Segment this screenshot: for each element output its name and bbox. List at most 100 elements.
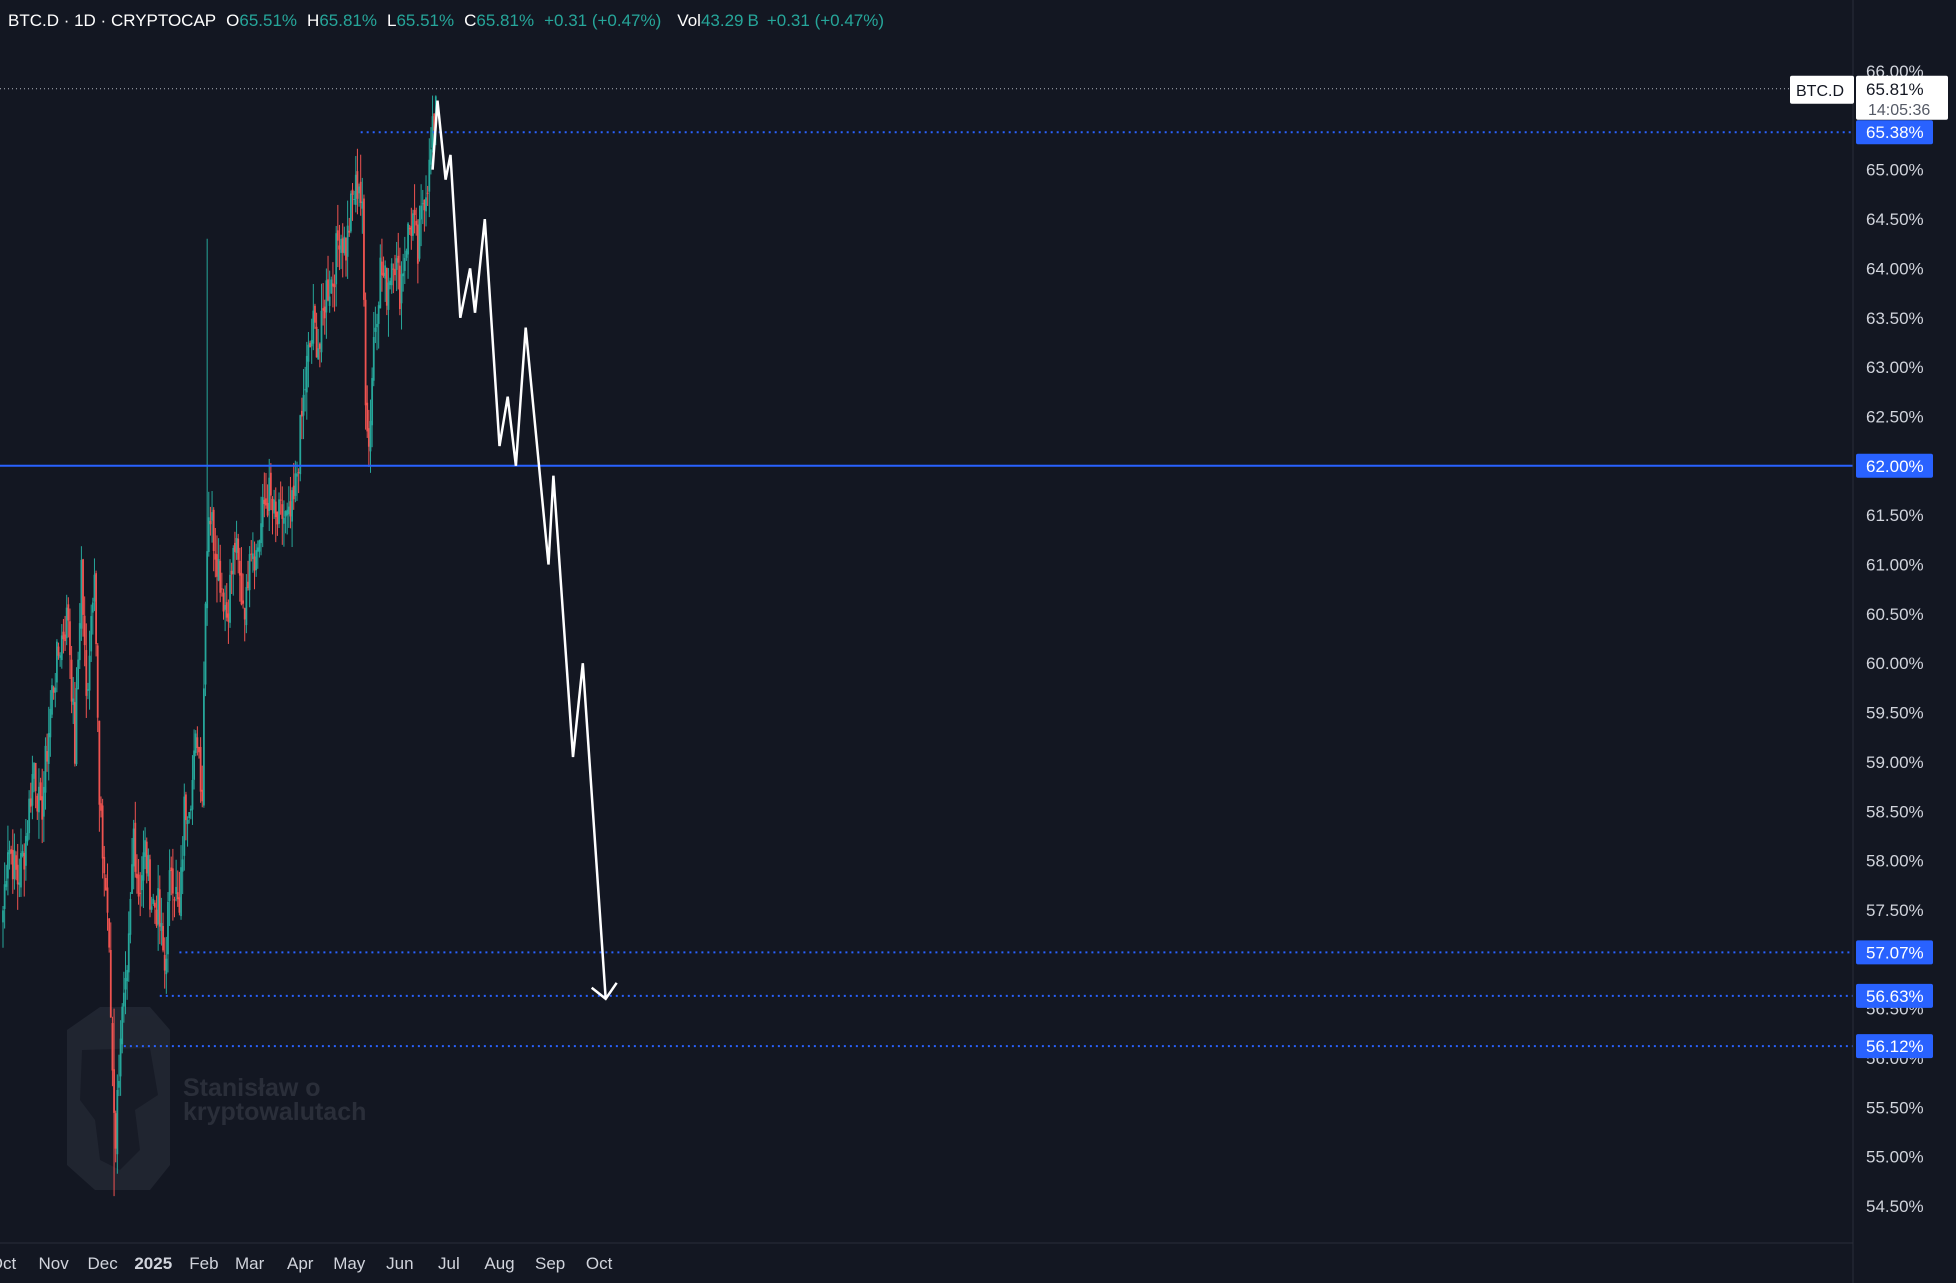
candle (173, 896, 176, 918)
candle (54, 672, 57, 708)
candle (230, 562, 233, 595)
candle (96, 642, 99, 733)
y-tick-label: 64.50% (1866, 210, 1924, 229)
level-price-label: 56.12% (1856, 1034, 1933, 1059)
candle (69, 608, 71, 679)
candle (52, 685, 55, 700)
candle (29, 782, 32, 813)
candle (129, 892, 132, 944)
candle (395, 241, 398, 292)
candle (353, 190, 356, 205)
candle (163, 937, 166, 989)
candle (126, 965, 129, 1000)
candle (402, 253, 405, 292)
candle (38, 768, 40, 839)
svg-text:56.12%: 56.12% (1866, 1037, 1924, 1056)
candle (144, 827, 146, 870)
candle (57, 642, 60, 660)
candle (403, 236, 406, 285)
candle (5, 864, 8, 891)
candle (299, 414, 302, 482)
candle (150, 896, 153, 913)
candle (330, 276, 333, 294)
candle (345, 237, 347, 277)
candle (47, 706, 50, 781)
candle (113, 1008, 115, 1197)
candle (425, 175, 427, 227)
candle (415, 207, 418, 236)
candle (247, 560, 249, 591)
candle (225, 583, 228, 622)
x-tick-label: May (333, 1254, 366, 1273)
candle (376, 313, 378, 351)
candle (271, 496, 274, 535)
close-value: 65.81% (476, 11, 535, 30)
candle (23, 843, 26, 897)
svg-text:56.63%: 56.63% (1866, 987, 1924, 1006)
x-tick-label: Mar (235, 1254, 265, 1273)
candle (327, 255, 329, 302)
candle (70, 645, 73, 714)
candle (51, 678, 53, 719)
candle (314, 303, 316, 329)
candle (201, 765, 204, 808)
candle (245, 574, 248, 634)
candle (351, 183, 354, 221)
candle (431, 95, 434, 153)
candle (265, 473, 267, 509)
candle (15, 851, 17, 881)
svg-text:62.00%: 62.00% (1866, 457, 1924, 476)
y-tick-label: 59.50% (1866, 704, 1924, 723)
low-label: L (387, 11, 397, 30)
symbol-title[interactable]: BTC.D · 1D · CRYPTOCAP (8, 11, 217, 30)
candle (87, 682, 89, 700)
volume-change: +0.31 (+0.47%) (766, 11, 885, 30)
candle (250, 540, 253, 562)
candle (253, 541, 256, 590)
candle (95, 570, 97, 657)
x-tick-label: Apr (287, 1254, 314, 1273)
candle (191, 755, 194, 825)
chart-legend: BTC.D · 1D · CRYPTOCAP O 65.51% H 65.81% L… (8, 9, 884, 33)
candle (186, 816, 189, 847)
y-tick-label: 65.00% (1866, 161, 1924, 180)
candle (426, 185, 429, 206)
candle (6, 825, 9, 896)
y-tick-label: 58.00% (1866, 852, 1924, 871)
candle (73, 681, 76, 767)
candle (292, 462, 295, 510)
candle (364, 292, 367, 430)
candle (336, 204, 339, 268)
candle (390, 258, 393, 294)
candle (64, 615, 66, 651)
candle (310, 318, 313, 364)
candle (49, 690, 52, 757)
candle (111, 1016, 114, 1087)
candle (297, 468, 300, 494)
x-tick-label: Oct (586, 1254, 613, 1273)
candle (10, 845, 13, 865)
candle (171, 848, 174, 921)
candle (62, 618, 65, 654)
candle (224, 585, 227, 632)
candle (237, 533, 240, 574)
candle (100, 796, 102, 818)
candle (256, 540, 259, 569)
candle (134, 801, 137, 878)
candle (361, 177, 364, 234)
candle (317, 328, 320, 360)
candle (193, 729, 195, 790)
projection-path[interactable] (431, 100, 607, 999)
candle (312, 284, 315, 351)
candle (281, 486, 284, 545)
candle (413, 184, 416, 234)
candle (118, 1054, 120, 1097)
price-scale[interactable] (1853, 0, 1956, 1283)
candle (162, 912, 164, 953)
candle (147, 848, 150, 881)
open-label: O (226, 11, 240, 30)
candle (211, 491, 213, 543)
candle (217, 538, 220, 582)
